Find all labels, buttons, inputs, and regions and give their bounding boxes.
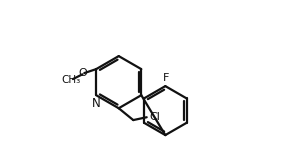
Text: N: N	[92, 97, 101, 110]
Text: Cl: Cl	[149, 112, 160, 122]
Text: F: F	[163, 73, 169, 83]
Text: O: O	[79, 68, 87, 78]
Text: CH₃: CH₃	[61, 75, 81, 85]
